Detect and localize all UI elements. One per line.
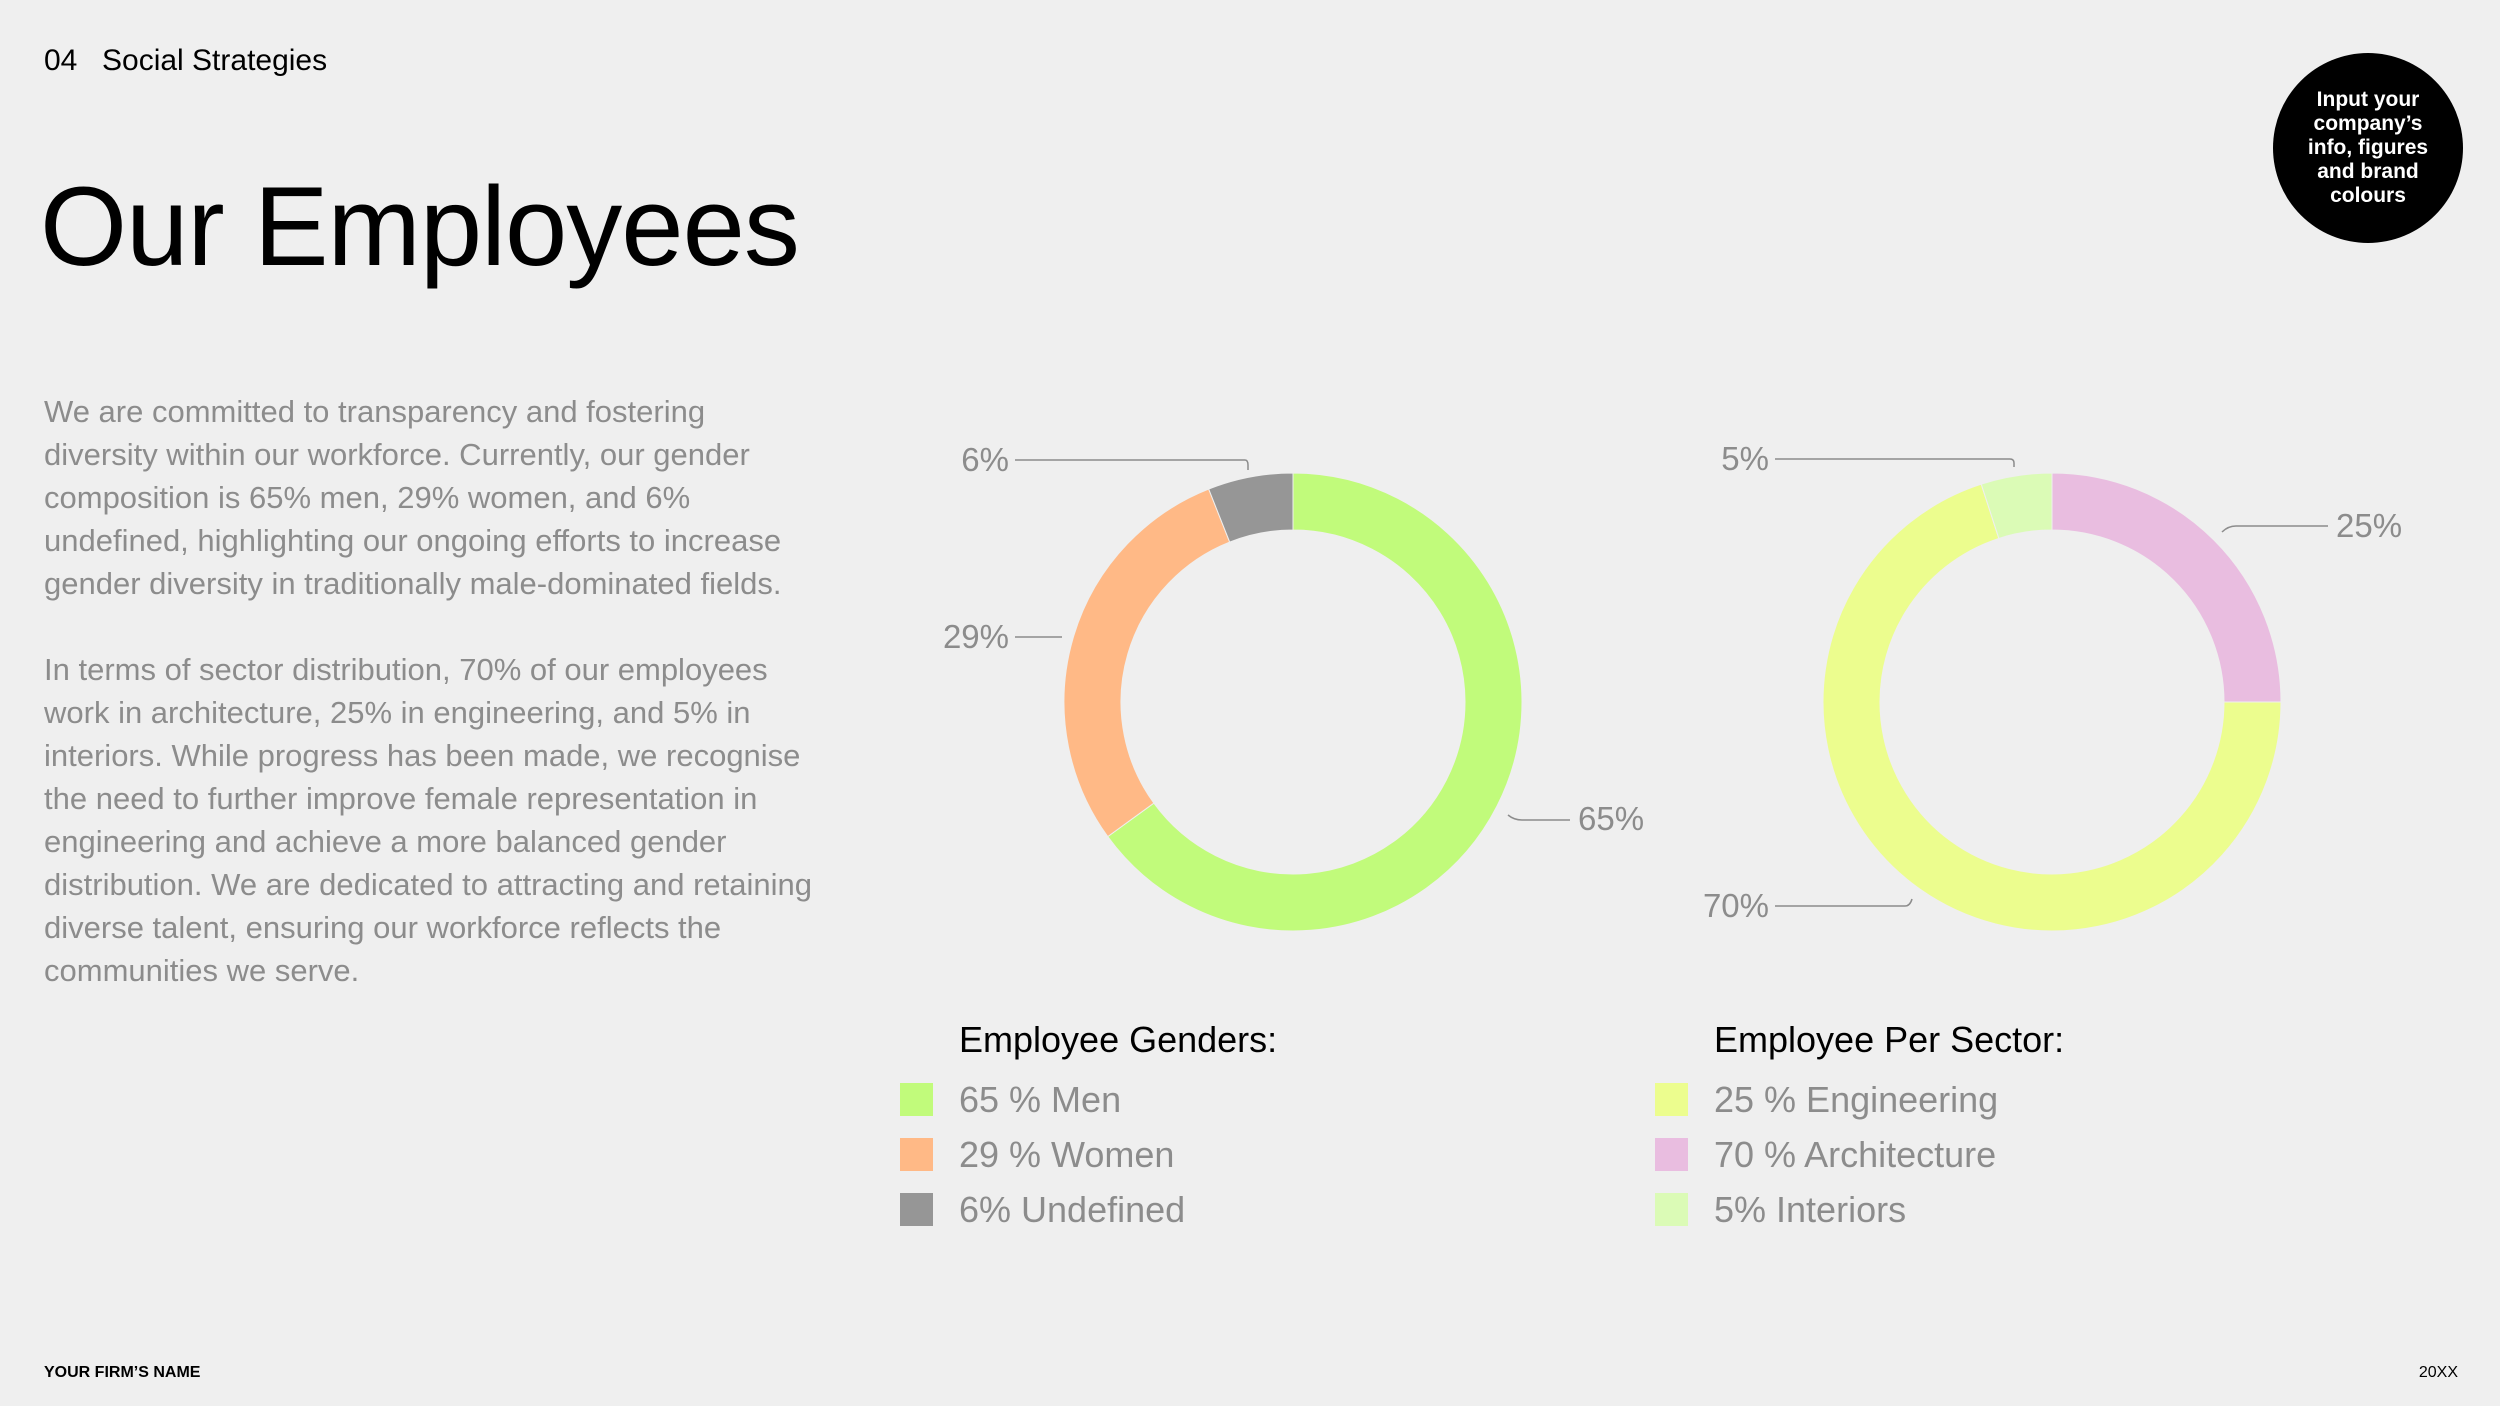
data-label-architecture: 70% [1703,887,1769,924]
leader-line-engineering [2221,525,2328,533]
legend-swatch-interiors [1655,1193,1688,1226]
legend-label-architecture: 70 % Architecture [1714,1133,1997,1175]
legend-label-men: 65 % Men [959,1078,1122,1120]
legend-item-women: 29 % Women [900,1127,1277,1182]
instruction-badge: Input your company’s info, figures and b… [2273,53,2463,243]
gender-legend-title: Employee Genders: [959,1019,1278,1060]
leader-line-undefined [1015,459,1249,470]
legend-item-engineering: 25 % Engineering [1655,1072,2064,1127]
section-number: 04 [44,44,78,77]
legend-swatch-women [900,1138,933,1171]
legend-swatch-architecture [1655,1138,1688,1171]
leader-line-men [1507,814,1570,821]
data-label-men: 65% [1578,800,1644,837]
legend-swatch-engineering [1655,1083,1688,1116]
section-title: Social Strategies [102,44,328,77]
paragraph-sectors: In terms of sector distribution, 70% of … [44,652,813,988]
slice-interiors [1980,472,2053,540]
slice-engineering [2051,472,2282,703]
legend-item-architecture: 70 % Architecture [1655,1127,2064,1182]
sector-legend-title: Employee Per Sector: [1714,1019,2065,1060]
sector-donut-chart: 25% 70% 5% [1703,440,2402,932]
firm-name: YOUR FIRM’S NAME [44,1364,201,1381]
leader-line-architecture [1775,898,1913,907]
legend-item-undefined: 6% Undefined [900,1182,1277,1237]
legend-label-engineering: 25 % Engineering [1714,1078,1999,1120]
gender-legend: Employee Genders: 65 % Men 29 % Women 6%… [900,1018,1277,1237]
data-label-interiors: 5% [1721,440,1769,477]
page-title: Our Employees [40,164,800,289]
gender-donut-chart: 65% 29% 6% [943,441,1644,932]
leader-line-interiors [1775,458,2015,467]
footer-year: 20XX [2418,1364,2458,1381]
data-label-undefined: 6% [961,441,1009,478]
legend-item-interiors: 5% Interiors [1655,1182,2064,1237]
slice-women [1063,488,1231,838]
legend-swatch-men [900,1083,933,1116]
paragraph-genders: We are committed to transparency and fos… [44,394,782,601]
data-label-women: 29% [943,618,1009,655]
sector-legend: Employee Per Sector: 25 % Engineering 70… [1655,1018,2064,1237]
legend-item-men: 65 % Men [900,1072,1277,1127]
slice-architecture [1822,483,2282,932]
legend-label-women: 29 % Women [959,1133,1175,1175]
data-label-engineering: 25% [2336,507,2402,544]
slice-men [1107,472,1523,932]
body-text: We are committed to transparency and fos… [44,390,824,1035]
legend-swatch-undefined [900,1193,933,1226]
slice-undefined [1208,472,1294,543]
legend-label-undefined: 6% Undefined [959,1188,1186,1230]
legend-label-interiors: 5% Interiors [1714,1188,1907,1230]
